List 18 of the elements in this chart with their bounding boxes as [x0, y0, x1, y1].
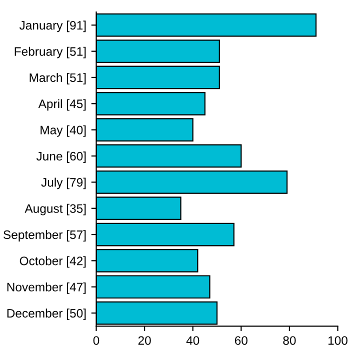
- y-tick-label: July [79]: [41, 178, 86, 190]
- y-tick-label: October [42]: [20, 256, 86, 268]
- x-tick-label: 60: [234, 336, 248, 345]
- y-tick-label: February [51]: [14, 46, 86, 58]
- y-tick-label: April [45]: [38, 99, 86, 111]
- x-tick-label: 20: [138, 336, 151, 345]
- x-tick-label: 0: [93, 336, 100, 345]
- x-tick-label: 40: [186, 336, 200, 345]
- y-tick-label: January [91]: [19, 20, 86, 32]
- x-tick-label: 100: [328, 336, 348, 345]
- x-tick-label: 80: [283, 336, 296, 345]
- y-tick-label: March [51]: [30, 73, 86, 84]
- y-tick-label: August [35]: [24, 204, 86, 216]
- y-tick-label: June [60]: [36, 152, 86, 163]
- y-tick-label: December [50]: [7, 308, 86, 320]
- y-tick-label: May [40]: [40, 125, 86, 137]
- y-tick-label: September [57]: [4, 230, 86, 242]
- y-tick-label: November [47]: [7, 282, 86, 294]
